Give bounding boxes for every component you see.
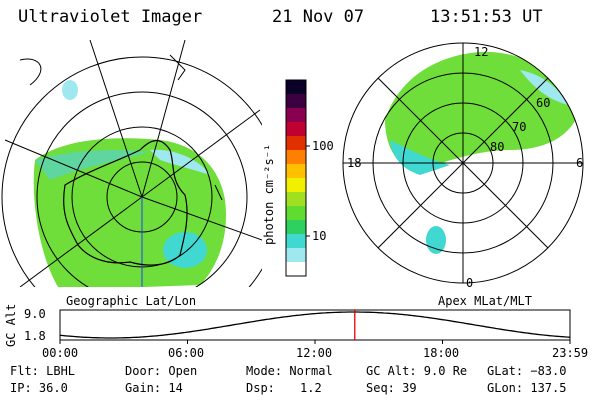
- colorbar-label-10: 10: [312, 229, 327, 243]
- apex-map: [385, 51, 580, 254]
- apex-emission-fleck: [520, 70, 568, 105]
- gc-alt-info: GC Alt: 9.0 Re: [366, 364, 468, 378]
- colorbar: [286, 80, 306, 277]
- meridian: [141, 109, 261, 198]
- mlt-label-18: 18: [347, 156, 362, 170]
- colorbar-unit-label: photon cm⁻²s⁻¹: [262, 143, 276, 245]
- apex-grid: [342, 42, 584, 284]
- colorbar-label-100: 100: [312, 139, 334, 153]
- mlt-label-6: 6: [576, 156, 584, 170]
- alt-ytick-min: 1.8: [24, 329, 46, 343]
- alt-xlabel-2: 12:00: [296, 346, 333, 360]
- geographic-map: [1, 39, 262, 287]
- alt-ytick-max: 9.0: [24, 307, 46, 321]
- meridian: [141, 39, 186, 198]
- alt-xlabel-3: 18:00: [423, 346, 460, 360]
- mlat-label-60: 60: [536, 96, 551, 110]
- door-info: Door: Open: [125, 364, 198, 378]
- colorbar-segment: [286, 94, 306, 109]
- meridian: [19, 196, 143, 287]
- emission-edge: [35, 150, 150, 180]
- colorbar-segment: [286, 122, 306, 137]
- seq-info: Seq: 39: [366, 381, 417, 395]
- colorbar-frame: [285, 79, 307, 277]
- lat-circle: [1, 56, 262, 287]
- meridian: [141, 196, 262, 241]
- coastline: [63, 140, 188, 266]
- right-map-caption: Apex MLat/MLT: [438, 294, 532, 308]
- instrument-title: Ultraviolet Imager: [18, 7, 203, 27]
- colorbar-segment: [286, 206, 306, 221]
- left-map-caption: Geographic Lat/Lon: [66, 294, 197, 308]
- gain-info: Gain: 14: [125, 381, 183, 395]
- dsp-label: Dsp:: [246, 381, 275, 395]
- emission-spot: [163, 232, 207, 268]
- colorbar-segment: [286, 108, 306, 123]
- colorbar-segment: [286, 262, 306, 277]
- colorbar-segment: [286, 178, 306, 193]
- mlat-label-80: 80: [490, 140, 505, 154]
- glon-info: GLon: 137.5: [487, 381, 567, 395]
- meridian: [89, 39, 143, 198]
- mode-info: Mode: Normal: [246, 364, 333, 378]
- emission-edge-cyan: [150, 149, 210, 175]
- colorbar-segment: [286, 150, 306, 165]
- dsp-value: 1.2: [300, 381, 322, 395]
- alt-ylabel: GC Alt: [4, 303, 18, 347]
- lat-circle: [36, 91, 248, 287]
- mlt-label-12: 12: [474, 45, 489, 59]
- filter-info: Flt: LBHL: [10, 364, 76, 378]
- colorbar-segment: [286, 220, 306, 235]
- colorbar-segment: [286, 164, 306, 179]
- ip-info: IP: 36.0: [10, 381, 68, 395]
- mlt-label-0: 0: [466, 276, 474, 290]
- colorbar-segment: [286, 80, 306, 95]
- glat-info: GLat: −83.0: [487, 364, 567, 378]
- alt-xlabel-1: 06:00: [168, 346, 205, 360]
- date-label: 21 Nov 07: [272, 7, 365, 27]
- apex-emission-spot: [426, 226, 446, 254]
- mlat-label-70: 70: [512, 120, 527, 134]
- mlt-line-diag-b: [377, 77, 549, 249]
- alt-xlabel-0: 00:00: [42, 346, 79, 360]
- colorbar-segment: [286, 234, 306, 249]
- colorbar-segment: [286, 248, 306, 263]
- alt-plot-frame: [59, 309, 571, 341]
- meridian: [4, 139, 143, 198]
- time-label: 13:51:53 UT: [430, 7, 543, 27]
- alt-xlabel-4: 23:59: [552, 346, 589, 360]
- coastline-fragments: [19, 54, 223, 201]
- alt-curve: [59, 311, 571, 339]
- colorbar-segment: [286, 136, 306, 151]
- colorbar-segment: [286, 192, 306, 207]
- emission-fleck: [62, 80, 78, 100]
